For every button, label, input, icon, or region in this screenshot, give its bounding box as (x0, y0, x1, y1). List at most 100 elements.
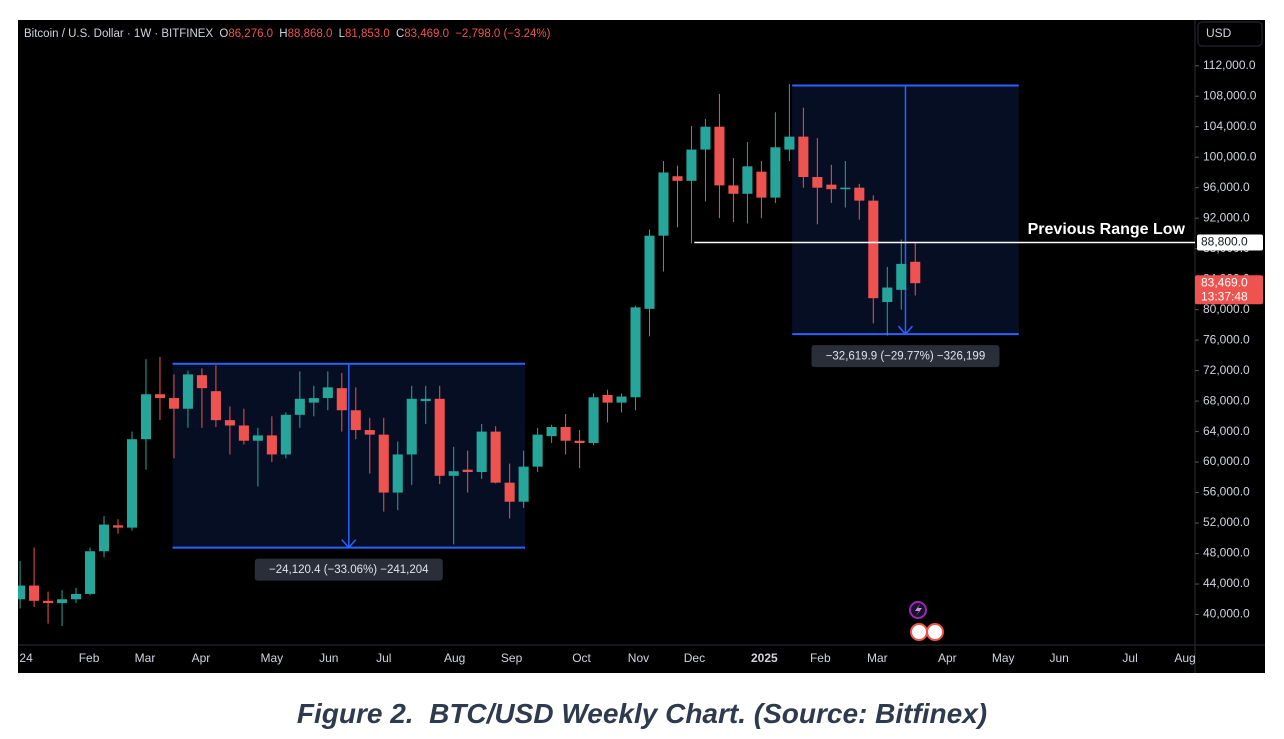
candle-body (126, 439, 138, 528)
candle-body (700, 126, 711, 150)
chart-background (18, 20, 1265, 673)
candle-body (294, 398, 305, 415)
candle-body (84, 551, 96, 594)
candle-body (770, 147, 781, 198)
candle-body (560, 427, 571, 441)
x-tick-label: May (261, 651, 284, 665)
x-tick-label: Sep (501, 651, 523, 665)
range-arrow-head (897, 325, 914, 336)
candle-body (71, 593, 82, 600)
x-tick-label: Feb (810, 651, 831, 665)
y-tick-label: 64,000.0 (1203, 424, 1250, 438)
close-key: C (396, 28, 404, 40)
candle-body (630, 307, 641, 398)
currency: USD (1206, 26, 1232, 40)
candle-body (686, 149, 697, 181)
candle-body (392, 454, 403, 493)
y-tick-label: 60,000.0 (1203, 454, 1250, 468)
candle-body (210, 391, 221, 421)
candle-body (224, 420, 235, 426)
candle-body (196, 375, 207, 389)
candle-body (350, 410, 361, 431)
x-tick-label: Mar (135, 651, 156, 665)
x-tick-label: 2025 (751, 651, 778, 665)
header: Bitcoin / U.S. Dollar · 1W · BITFINEX O8… (24, 28, 551, 40)
open-key: O (219, 28, 228, 40)
y-tick-label: 48,000.0 (1203, 546, 1250, 560)
candle-body (784, 136, 795, 150)
y-tick-label: 104,000.0 (1203, 119, 1257, 133)
low-key: L (339, 28, 346, 40)
x-tick-label: Jun (1050, 651, 1069, 665)
candle-body (57, 599, 68, 604)
candle-body (602, 395, 613, 403)
candle-body (280, 414, 291, 455)
candle-body (140, 394, 152, 440)
candle-body (154, 394, 166, 399)
candle-body (336, 388, 347, 411)
candle-body (546, 427, 557, 437)
y-tick-label: 40,000.0 (1203, 607, 1250, 621)
candle-body (616, 396, 627, 403)
candle-body (29, 585, 40, 601)
y-tick-label: 44,000.0 (1203, 576, 1250, 590)
time-axis: 24 Feb Mar Apr May Jun Jul Aug Sep Oct Nov Dec 2025 F… (19, 651, 1195, 665)
caption: Figure 2. BTC/USD Weekly Chart. (Source:… (296, 698, 988, 729)
y-tick-label: 52,000.0 (1203, 515, 1250, 529)
range-label: −24,120.4 (−33.06%) −241,204 (269, 564, 429, 576)
price-axis: 40,000.0 44,000.0 48,000.0 52,000.0 56,000.0… (1195, 58, 1263, 621)
event-icon (926, 623, 944, 641)
candle-body (882, 287, 893, 303)
candle-body (756, 171, 767, 198)
currency-button[interactable] (1197, 21, 1263, 47)
candle-body (840, 187, 851, 190)
candle-body (18, 585, 26, 600)
y-tick-label: 76,000.0 (1203, 332, 1250, 346)
x-tick-label: Apr (192, 651, 211, 665)
x-tick-label: Jun (319, 651, 338, 665)
x-tick-label: Dec (684, 651, 705, 665)
high-value: 88,868.0 (288, 28, 333, 40)
candle-body (490, 431, 501, 483)
candle-body (308, 398, 319, 403)
candle-body (476, 431, 487, 472)
candle-body (504, 482, 515, 502)
x-tick-label: Apr (938, 651, 957, 665)
x-tick-label: Mar (867, 651, 888, 665)
change: −2,798.0 (−3.24%) (455, 28, 550, 40)
candle-body (798, 136, 809, 178)
x-tick-label: Aug (1174, 651, 1195, 665)
level-label-box (1197, 234, 1263, 251)
plot-area: −24,120.4 (−33.06%) −241,204 −32,619.9 (−… (18, 84, 1195, 626)
candle-body (420, 398, 431, 402)
range-label: −32,619.9 (−29.77%) −326,199 (826, 351, 986, 363)
candle-body (112, 525, 124, 528)
level-label: 88,800.0 (1201, 235, 1248, 249)
y-tick-label: 96,000.0 (1203, 180, 1250, 194)
candle-body (742, 166, 753, 194)
candle-body (728, 185, 739, 194)
range-arrow-head (341, 539, 357, 549)
x-tick-label: Nov (628, 651, 649, 665)
candle-body (378, 434, 389, 493)
y-tick-label: 92,000.0 (1203, 210, 1250, 224)
y-tick-label: 72,000.0 (1203, 363, 1250, 377)
candle-body (98, 524, 110, 552)
candle-body (43, 600, 54, 604)
candle-body (854, 187, 865, 201)
candle-body (658, 172, 669, 236)
candle-body (322, 387, 333, 399)
candle-body (448, 471, 459, 476)
x-tick-label: Jul (1122, 651, 1137, 665)
x-tick-label: May (992, 651, 1015, 665)
last-price-label: 83,469.0 (1201, 275, 1248, 289)
candle-body (812, 177, 823, 188)
level-text: Previous Range Low (1028, 221, 1186, 238)
x-tick-label: Feb (79, 651, 100, 665)
candle-body (182, 374, 193, 409)
candle-body (574, 440, 585, 444)
candle-body (266, 435, 277, 455)
candle-body (518, 466, 529, 502)
high-key: H (279, 28, 287, 40)
